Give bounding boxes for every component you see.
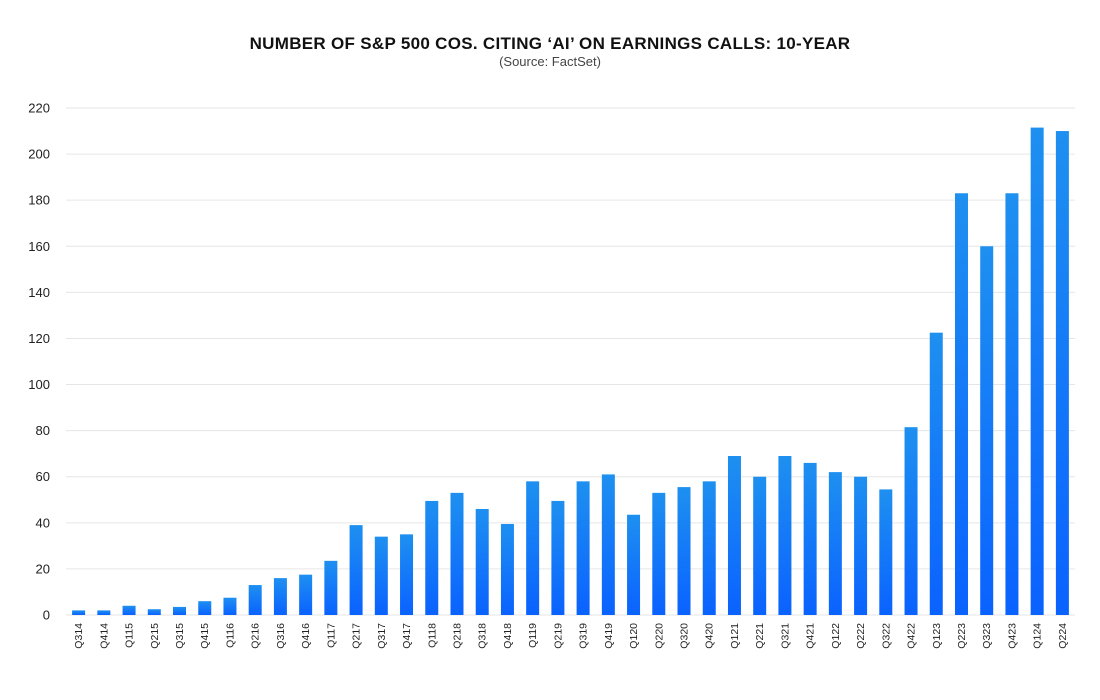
y-tick-label: 20 xyxy=(36,561,50,576)
y-tick-label: 100 xyxy=(28,377,50,392)
x-tick-label: Q419 xyxy=(603,623,615,649)
bar-q315 xyxy=(173,606,187,615)
x-tick-label: Q319 xyxy=(578,623,590,649)
bar-q121 xyxy=(727,455,741,615)
bar-q123 xyxy=(929,332,943,615)
x-tick-label: Q122 xyxy=(830,623,842,649)
x-tick-label: Q315 xyxy=(174,623,186,649)
y-tick-label: 80 xyxy=(36,423,50,438)
y-tick-label: 220 xyxy=(28,101,50,116)
bar-q116 xyxy=(223,597,237,615)
x-tick-label: Q224 xyxy=(1057,623,1069,649)
bar-q219 xyxy=(551,500,565,615)
x-tick-label: Q120 xyxy=(628,623,640,649)
x-tick-label: Q217 xyxy=(351,623,363,649)
bar-q220 xyxy=(652,492,666,615)
x-tick-label: Q216 xyxy=(250,623,262,649)
x-tick-label: Q417 xyxy=(401,623,413,649)
bar-q321 xyxy=(778,455,792,615)
x-tick-label: Q115 xyxy=(124,623,136,648)
x-tick-label: Q117 xyxy=(325,623,337,648)
x-tick-label: Q416 xyxy=(300,623,312,649)
x-axis-ticks: Q314 Q414 Q115 Q215 Q315 Q415 Q116 Q216 Q316 Q416… xyxy=(73,623,1069,649)
bar-q418 xyxy=(500,523,514,615)
bar-q419 xyxy=(601,474,615,615)
bar-q420 xyxy=(702,481,716,615)
y-tick-label: 40 xyxy=(36,515,50,530)
bar-q423 xyxy=(1005,193,1019,615)
x-tick-label: Q220 xyxy=(653,623,665,649)
x-tick-label: Q218 xyxy=(451,623,463,649)
bar-q221 xyxy=(753,476,767,615)
y-tick-label: 140 xyxy=(28,285,50,300)
x-tick-label: Q123 xyxy=(931,623,943,649)
bar-q118 xyxy=(425,500,439,615)
x-tick-label: Q124 xyxy=(1032,623,1044,649)
x-tick-label: Q121 xyxy=(729,623,741,649)
bar-q322 xyxy=(879,489,893,615)
x-tick-label: Q420 xyxy=(704,623,716,649)
bar-q323 xyxy=(980,246,994,615)
bar-q222 xyxy=(854,476,868,615)
bar-q215 xyxy=(147,609,161,615)
gridlines xyxy=(66,107,1075,616)
bar-q414 xyxy=(97,610,111,615)
x-tick-label: Q314 xyxy=(73,623,85,649)
bars xyxy=(72,127,1069,616)
y-tick-label: 160 xyxy=(28,239,50,254)
x-tick-label: Q116 xyxy=(224,623,236,648)
bar-q319 xyxy=(576,481,590,615)
bar-q223 xyxy=(954,193,968,615)
x-tick-label: Q414 xyxy=(98,623,110,649)
x-tick-label: Q421 xyxy=(805,623,817,649)
bar-q119 xyxy=(526,481,540,615)
y-axis-ticks: 0 20 40 60 80 100 120 140 160 180 200 220 xyxy=(28,101,50,623)
x-tick-label: Q415 xyxy=(199,623,211,649)
bar-q316 xyxy=(273,578,287,615)
bar-q216 xyxy=(248,585,262,615)
bar-q224 xyxy=(1055,131,1069,616)
x-tick-label: Q222 xyxy=(855,623,867,649)
y-tick-label: 200 xyxy=(28,147,50,162)
bar-q422 xyxy=(904,427,918,615)
bar-q117 xyxy=(324,560,338,615)
x-tick-label: Q418 xyxy=(502,623,514,649)
bar-q415 xyxy=(198,601,212,615)
bar-q320 xyxy=(677,487,691,615)
x-tick-label: Q119 xyxy=(527,623,539,648)
y-tick-label: 0 xyxy=(43,608,50,623)
x-tick-label: Q318 xyxy=(477,623,489,649)
y-tick-label: 60 xyxy=(36,469,50,484)
x-tick-label: Q321 xyxy=(779,623,791,649)
x-tick-label: Q221 xyxy=(754,623,766,649)
y-tick-label: 120 xyxy=(28,331,50,346)
x-tick-label: Q320 xyxy=(679,623,691,649)
bar-q124 xyxy=(1030,127,1044,615)
x-tick-label: Q423 xyxy=(1006,623,1018,649)
x-tick-label: Q215 xyxy=(149,623,161,649)
bar-q318 xyxy=(475,508,489,615)
bar-q218 xyxy=(450,492,464,615)
x-tick-label: Q223 xyxy=(956,623,968,649)
x-tick-label: Q422 xyxy=(906,623,918,649)
bar-q122 xyxy=(828,472,842,615)
bar-q417 xyxy=(400,534,414,615)
bar-q217 xyxy=(349,525,363,615)
bar-q421 xyxy=(803,462,817,615)
chart-title: NUMBER OF S&P 500 COS. CITING ‘AI’ ON EA… xyxy=(249,34,851,53)
bar-q317 xyxy=(374,536,388,615)
y-tick-label: 180 xyxy=(28,193,50,208)
bar-q115 xyxy=(122,605,136,615)
bar-q120 xyxy=(627,514,641,615)
x-tick-label: Q118 xyxy=(426,623,438,648)
bar-q314 xyxy=(72,610,86,615)
bar-q416 xyxy=(299,574,313,615)
x-tick-label: Q322 xyxy=(880,623,892,649)
x-tick-label: Q323 xyxy=(981,623,993,649)
x-tick-label: Q316 xyxy=(275,623,287,649)
x-tick-label: Q317 xyxy=(376,623,388,649)
chart-subtitle: (Source: FactSet) xyxy=(499,54,601,69)
x-tick-label: Q219 xyxy=(552,623,564,649)
